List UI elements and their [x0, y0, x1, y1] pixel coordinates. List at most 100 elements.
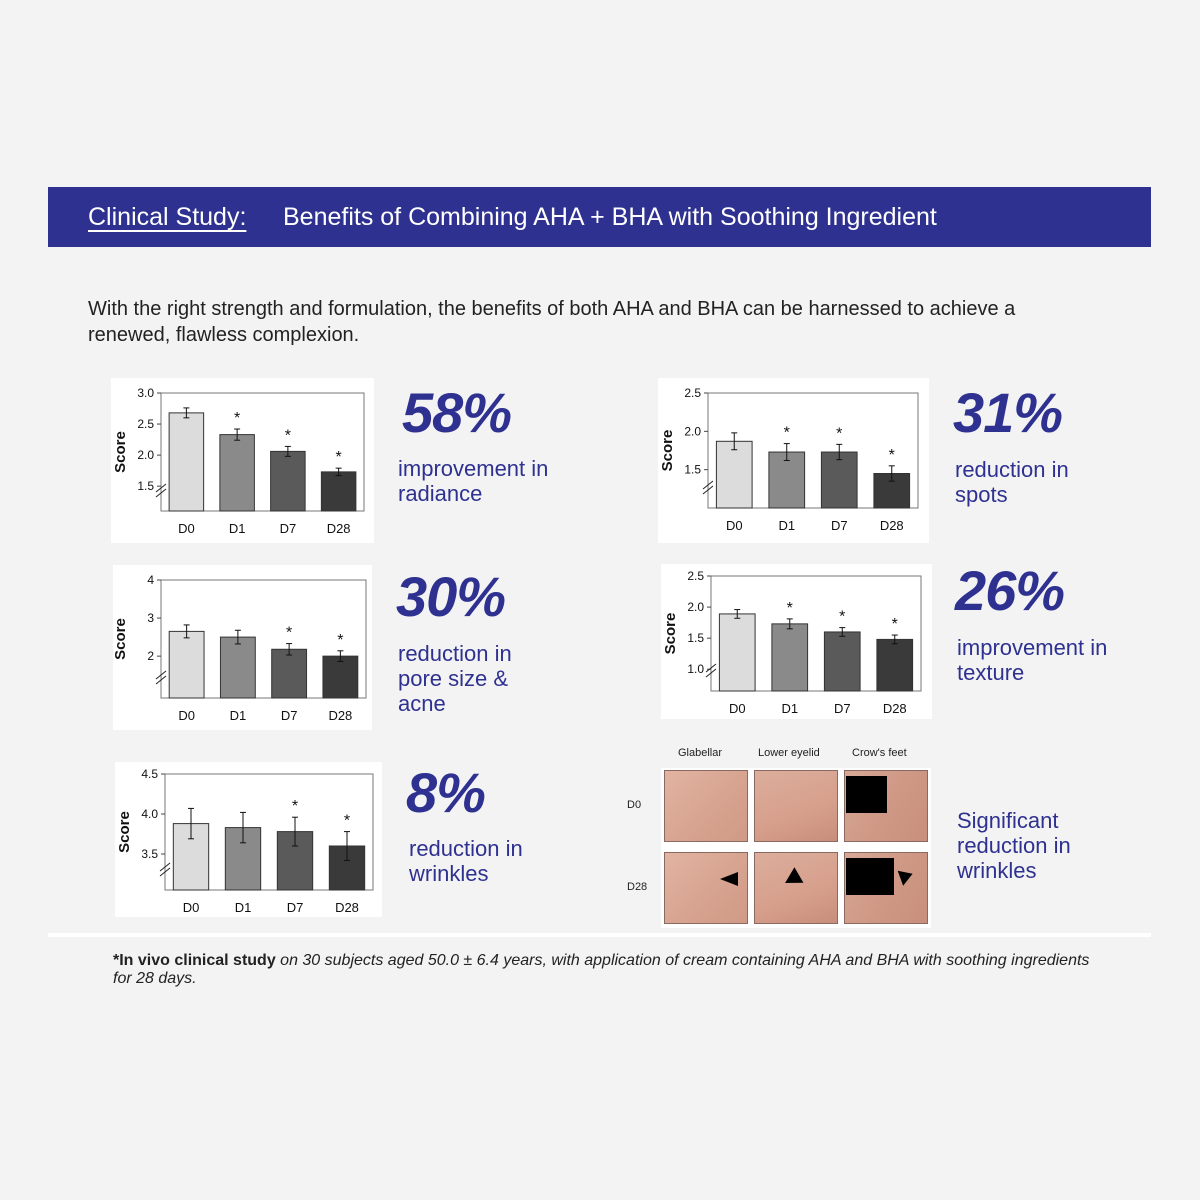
photo-row-d28: D28	[627, 881, 648, 893]
bar-d28	[322, 655, 359, 699]
y-axis-label: Score	[662, 613, 679, 655]
x-tick-label: D0	[729, 701, 746, 716]
y-tick-label: 3.5	[141, 847, 158, 861]
stat-desc-spots: reduction in spots	[955, 457, 1069, 507]
bar-d28	[876, 638, 914, 692]
y-tick-label: 2	[147, 649, 154, 663]
bar-d7	[270, 450, 306, 512]
spots-chart-svg: 1.5 2.0 2.5 Score D0 * D1 * D7 * D28	[659, 386, 919, 533]
y-tick-label: 1.0	[687, 662, 704, 676]
significance-star: *	[286, 625, 292, 642]
y-tick-label: 1.5	[687, 631, 704, 645]
axis-break-mark	[705, 668, 717, 678]
y-tick-label: 1.5	[137, 479, 154, 493]
bar-d1	[219, 434, 255, 512]
wrinkles-chart-svg: 3.5 4.0 4.5 Score D0 D1 * D7 * D28	[116, 767, 374, 915]
bar-d7	[823, 631, 861, 692]
y-tick-label: 4.0	[141, 807, 158, 821]
significance-star: *	[337, 632, 343, 649]
bar-d0	[715, 440, 753, 509]
axis-break-mark	[155, 483, 167, 493]
y-tick-label: 4.5	[141, 767, 158, 781]
header-title: Benefits of Combining AHA + BHA with Soo…	[283, 203, 937, 231]
y-tick-label: 4	[147, 573, 154, 587]
photo-col-lower-eyelid: Lower eyelid	[758, 747, 820, 759]
bar-d28	[320, 471, 357, 512]
stat-desc-wrinkle-photos: Significant reduction in wrinkles	[957, 808, 1071, 883]
bar-d1	[219, 636, 256, 699]
radiance-chart: 1.5 2.0 2.5 3.0 Score D0 * D1 * D7 * D28	[111, 378, 374, 543]
privacy-mask-d28	[846, 858, 894, 895]
stat-value-radiance: 58%	[402, 381, 512, 444]
significance-star: *	[836, 425, 842, 442]
stat-desc-wrinkles: reduction in wrinkles	[409, 836, 523, 886]
significance-star: *	[839, 609, 845, 626]
y-tick-label: 3.0	[137, 386, 154, 400]
wrinkles-chart: 3.5 4.0 4.5 Score D0 D1 * D7 * D28	[115, 762, 382, 917]
privacy-mask-d0	[846, 776, 887, 813]
arrow-left-icon	[720, 872, 738, 886]
y-tick-label: 2.5	[137, 417, 154, 431]
x-tick-label: D7	[287, 900, 304, 915]
header-bar	[48, 187, 1151, 247]
plot-frame	[707, 392, 919, 509]
texture-chart-svg: 1.0 1.5 2.0 2.5 Score D0 * D1 * D7 * D28	[662, 569, 922, 716]
stat-desc-texture: improvement in texture	[957, 635, 1108, 685]
photo-row-d0: D0	[627, 799, 642, 811]
axis-break-mark	[702, 485, 714, 495]
axis-break-mark	[702, 480, 714, 490]
y-axis-label: Score	[112, 431, 129, 473]
x-tick-label: D28	[880, 518, 904, 533]
plot-frame	[164, 773, 374, 891]
footnote-divider	[48, 933, 1151, 937]
footnote-rest: on 30 subjects aged 50.0 ± 6.4 years, wi…	[113, 952, 1090, 987]
significance-star: *	[344, 813, 350, 830]
y-tick-label: 3	[147, 611, 154, 625]
y-axis-label: Score	[116, 811, 133, 853]
photo-glabellar-d0	[664, 770, 748, 842]
bar-d0	[168, 630, 205, 699]
pore-chart: 2 3 4 Score D0 D1 * D7 * D28	[113, 565, 372, 730]
stat-value-wrinkles: 8%	[406, 761, 486, 824]
axis-break-mark	[155, 670, 167, 680]
radiance-chart-svg: 1.5 2.0 2.5 3.0 Score D0 * D1 * D7 * D28	[112, 386, 365, 536]
significance-star: *	[892, 616, 898, 633]
stat-value-pore: 30%	[396, 565, 506, 628]
x-tick-label: D0	[178, 708, 195, 723]
y-tick-label: 2.5	[684, 386, 701, 400]
bar-d1	[771, 623, 809, 692]
x-tick-label: D1	[235, 900, 252, 915]
x-tick-label: D28	[335, 900, 359, 915]
footnote-lead: *In vivo clinical study	[113, 952, 276, 969]
significance-star: *	[889, 447, 895, 464]
bar-d7	[820, 451, 858, 509]
photo-lower-eyelid-d0	[754, 770, 838, 842]
x-tick-label: D1	[781, 701, 798, 716]
axis-break-mark	[155, 488, 167, 498]
bar-d7	[271, 648, 308, 699]
axis-break-mark	[159, 867, 171, 877]
x-tick-label: D0	[726, 518, 743, 533]
plot-frame	[160, 579, 367, 699]
x-tick-label: D28	[883, 701, 907, 716]
y-tick-label: 2.0	[684, 424, 701, 438]
photo-col-crows-feet: Crow's feet	[852, 747, 907, 759]
footnote: *In vivo clinical study on 30 subjects a…	[113, 952, 1093, 988]
y-axis-label: Score	[659, 430, 676, 472]
spots-chart: 1.5 2.0 2.5 Score D0 * D1 * D7 * D28	[658, 378, 929, 543]
x-tick-label: D1	[778, 518, 795, 533]
y-tick-label: 1.5	[684, 463, 701, 477]
x-tick-label: D7	[831, 518, 848, 533]
x-tick-label: D28	[328, 708, 352, 723]
x-tick-label: D7	[834, 701, 851, 716]
bar-d0	[718, 613, 756, 692]
significance-star: *	[292, 798, 298, 815]
x-tick-label: D1	[229, 521, 246, 536]
x-tick-label: D7	[281, 708, 298, 723]
texture-chart: 1.0 1.5 2.0 2.5 Score D0 * D1 * D7 * D28	[661, 564, 932, 719]
stat-value-spots: 31%	[953, 381, 1063, 444]
bar-d1	[768, 451, 806, 509]
x-tick-label: D1	[230, 708, 247, 723]
photo-col-glabellar: Glabellar	[678, 747, 723, 759]
axis-break-mark	[159, 862, 171, 872]
